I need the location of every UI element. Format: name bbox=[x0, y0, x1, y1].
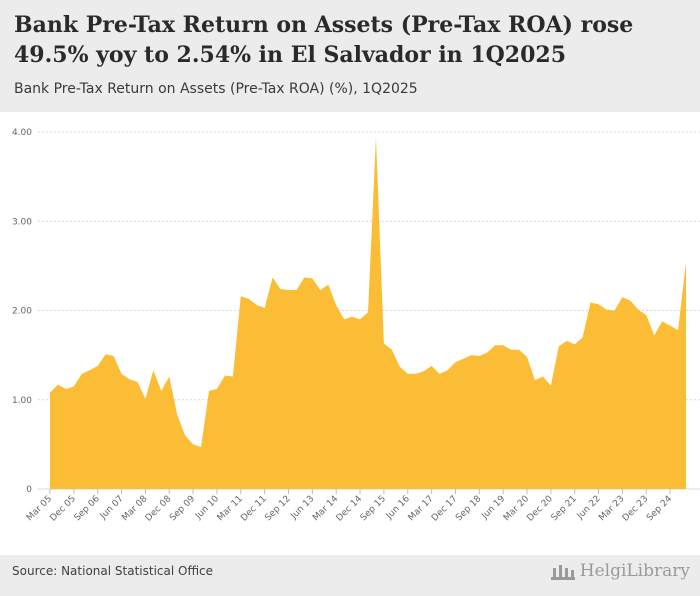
x-tick-label: Dec 17 bbox=[430, 494, 460, 524]
x-tick-label: Dec 20 bbox=[525, 494, 555, 524]
chart-subtitle: Bank Pre-Tax Return on Assets (Pre-Tax R… bbox=[14, 81, 418, 97]
x-tick-label: Dec 08 bbox=[144, 494, 174, 524]
x-tick-label: Dec 11 bbox=[239, 494, 269, 524]
logo-text: HelgiLibrary bbox=[579, 561, 690, 581]
x-tick-label: Sep 21 bbox=[550, 494, 579, 523]
x-tick-label: Dec 05 bbox=[48, 494, 78, 524]
x-tick-label: Dec 14 bbox=[335, 494, 365, 524]
y-tick-label: 4.00 bbox=[12, 128, 32, 138]
x-tick-label: Dec 23 bbox=[621, 494, 651, 524]
x-tick-label: Sep 12 bbox=[263, 494, 292, 523]
x-tick-label: Sep 09 bbox=[168, 494, 197, 523]
source-note: Source: National Statistical Office bbox=[12, 564, 214, 578]
page-title: Bank Pre-Tax Return on Assets (Pre-Tax R… bbox=[14, 12, 634, 68]
y-tick-label: 2.00 bbox=[12, 307, 32, 317]
x-tick-label: Sep 24 bbox=[645, 494, 674, 523]
series-area bbox=[50, 137, 686, 490]
x-tick-label: Sep 06 bbox=[73, 494, 102, 523]
x-tick-label: Sep 15 bbox=[359, 494, 388, 523]
y-tick-label: 3.00 bbox=[12, 217, 32, 227]
y-tick-label: 0 bbox=[26, 485, 32, 495]
y-tick-label: 1.00 bbox=[12, 396, 32, 406]
library-columns-icon bbox=[550, 565, 575, 580]
y-axis: 0 1.00 2.00 3.00 4.00 bbox=[12, 128, 32, 495]
header: Bank Pre-Tax Return on Assets (Pre-Tax R… bbox=[0, 0, 700, 112]
footer: Source: National Statistical Office Helg… bbox=[0, 555, 700, 596]
x-tick-label: Sep 18 bbox=[454, 494, 483, 523]
helgi-library-logo: HelgiLibrary bbox=[550, 561, 690, 581]
series-area-fill bbox=[50, 137, 686, 490]
